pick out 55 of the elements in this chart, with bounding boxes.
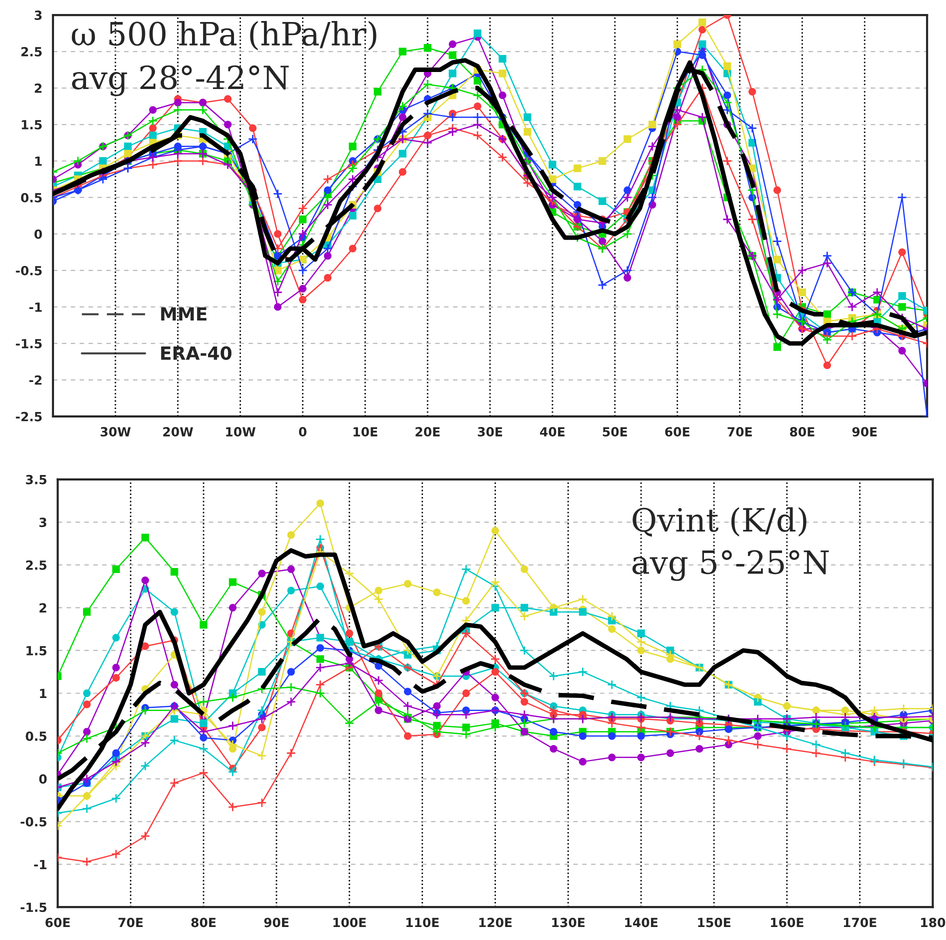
y-tick-label: 2.5 [26,560,46,570]
x-tick-label: 30W [100,427,131,437]
x-tick-label: 60E [665,427,690,437]
x-tick-label: 150E [698,918,730,928]
y-tick-label: 3 [34,10,42,20]
text: Qvint (K/d) [632,507,806,537]
y-tick-label: -2.5 [16,412,42,422]
y-tick-label: 0.5 [26,731,46,741]
y-tick-label: 1 [40,688,46,698]
y-tick-label: -1 [34,860,46,870]
y-tick-label: 1.5 [26,646,46,656]
x-tick-label: 20E [416,427,440,437]
x-tick-label: 80E [191,918,216,928]
y-tick-label: -2 [29,375,42,385]
y-tick-label: -1 [29,302,42,312]
x-tick-label: 120E [479,918,512,928]
x-tick-label: 70E [728,427,752,437]
text: avg 28°-42°N [72,65,289,96]
y-tick-label: -0.5 [20,817,46,826]
y-tick-label: 0.5 [21,192,42,202]
x-tick-label: 0 [298,427,306,437]
y-tick-label: 2.5 [21,47,42,56]
x-tick-label: 130E [552,918,585,928]
legend-label: MME [161,307,206,321]
x-tick-label: 10E [354,427,378,437]
x-tick-label: 90E [852,427,877,437]
x-tick-label: 60E [46,918,70,928]
x-tick-label: 30E [478,427,502,437]
x-tick-label: 20W [163,427,194,437]
x-tick-label: 140E [625,918,658,928]
y-tick-label: -1.5 [20,902,46,912]
legend-label: ERA-40 [161,346,232,360]
y-tick-label: 0 [34,229,42,239]
x-tick-label: 100E [333,918,366,928]
x-tick-label: 40E [540,427,565,437]
y-tick-label: -1.5 [16,339,42,348]
x-tick-label: 80E [790,427,814,437]
y-tick-label: -0.5 [16,266,42,276]
y-tick-label: 1.5 [22,120,42,130]
x-tick-label: 90E [264,918,289,928]
y-tick-label: 2 [40,603,46,612]
x-tick-label: 70E [118,918,143,928]
text: avg 5°-25°N [632,550,829,581]
x-tick-label: 50E [602,427,627,437]
y-tick-label: 3.5 [26,474,46,484]
x-tick-label: 110E [406,918,439,928]
y-tick-label: 2 [34,83,42,93]
x-tick-label: 160E [771,918,804,928]
chart-title: ω 500 hPa (hPa/hr) [72,21,376,50]
y-tick-label: 3 [39,518,46,528]
x-tick-label: 180 [921,918,946,928]
y-tick-label: 1 [35,156,42,166]
x-tick-label: 10W [226,427,256,437]
y-tick-label: 0 [39,774,47,784]
x-tick-label: 170E [844,918,876,928]
